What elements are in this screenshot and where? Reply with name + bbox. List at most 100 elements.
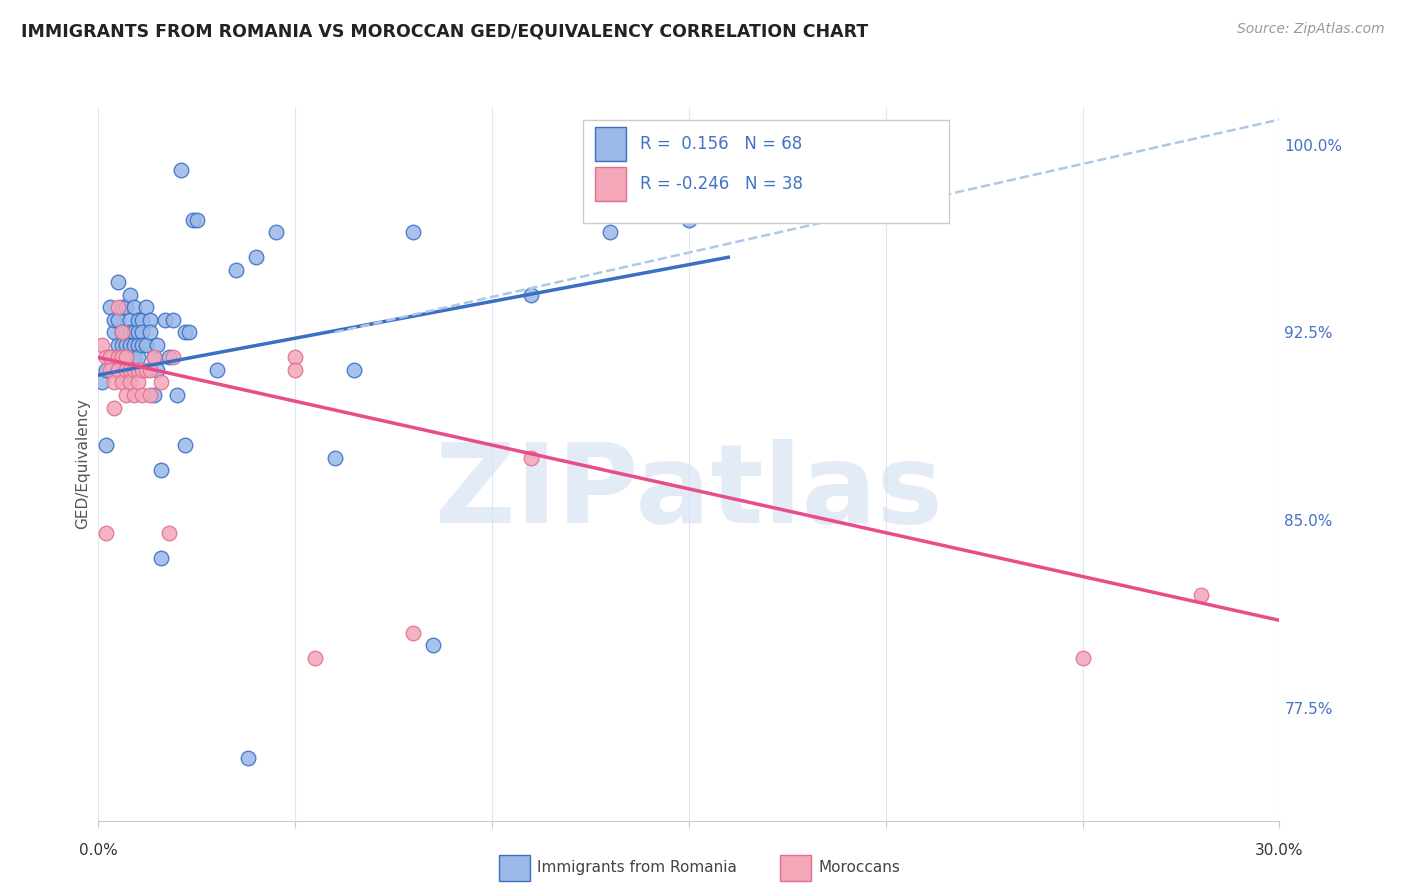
Point xyxy=(127,338,149,352)
Point xyxy=(343,363,366,377)
Point xyxy=(96,525,118,540)
Point xyxy=(122,338,145,352)
Point xyxy=(107,351,129,365)
Point xyxy=(118,376,141,390)
Point xyxy=(245,250,267,264)
Point xyxy=(599,225,621,239)
Point xyxy=(115,351,138,365)
Point xyxy=(118,338,141,352)
Point xyxy=(91,338,114,352)
Point xyxy=(98,363,121,377)
Point xyxy=(96,438,118,452)
Point xyxy=(122,388,145,402)
Point xyxy=(131,363,153,377)
Point xyxy=(103,326,125,340)
Point xyxy=(150,550,173,565)
Point xyxy=(166,388,188,402)
Point xyxy=(96,363,118,377)
Point xyxy=(236,751,259,765)
Point xyxy=(111,338,134,352)
Point xyxy=(138,363,160,377)
Point xyxy=(177,326,200,340)
Point xyxy=(111,351,134,365)
Point xyxy=(122,351,145,365)
Point xyxy=(111,301,134,315)
Point xyxy=(422,639,444,653)
Point xyxy=(146,363,169,377)
Point xyxy=(131,313,153,327)
Point xyxy=(96,351,118,365)
Point xyxy=(111,376,134,390)
Text: Moroccans: Moroccans xyxy=(818,861,900,875)
Point xyxy=(402,225,425,239)
Point xyxy=(131,326,153,340)
Point xyxy=(107,338,129,352)
Text: ZIPatlas: ZIPatlas xyxy=(434,439,943,546)
Point xyxy=(142,351,165,365)
Point xyxy=(98,351,121,365)
Point xyxy=(118,363,141,377)
Point xyxy=(162,351,184,365)
Point xyxy=(118,313,141,327)
Point xyxy=(225,262,247,277)
Point xyxy=(111,326,134,340)
Point xyxy=(122,363,145,377)
Point xyxy=(98,351,121,365)
Point xyxy=(138,388,160,402)
Point xyxy=(103,376,125,390)
Point xyxy=(135,363,157,377)
Point xyxy=(111,326,134,340)
Text: R =  0.156   N = 68: R = 0.156 N = 68 xyxy=(640,135,801,153)
Point xyxy=(162,313,184,327)
Point xyxy=(107,301,129,315)
Point xyxy=(304,651,326,665)
Point xyxy=(174,326,197,340)
Point xyxy=(138,313,160,327)
Point xyxy=(135,338,157,352)
Text: 30.0%: 30.0% xyxy=(1256,843,1303,858)
Point xyxy=(150,376,173,390)
Point xyxy=(91,376,114,390)
Point xyxy=(115,338,138,352)
Text: 0.0%: 0.0% xyxy=(79,843,118,858)
Point xyxy=(146,338,169,352)
Point xyxy=(115,363,138,377)
Point xyxy=(170,162,193,177)
Point xyxy=(127,376,149,390)
Point xyxy=(135,301,157,315)
Text: IMMIGRANTS FROM ROMANIA VS MOROCCAN GED/EQUIVALENCY CORRELATION CHART: IMMIGRANTS FROM ROMANIA VS MOROCCAN GED/… xyxy=(21,22,869,40)
Point xyxy=(142,351,165,365)
Point xyxy=(127,326,149,340)
Point xyxy=(111,351,134,365)
Point xyxy=(107,313,129,327)
Point xyxy=(131,338,153,352)
Point xyxy=(115,301,138,315)
Point xyxy=(111,363,134,377)
Point xyxy=(98,301,121,315)
Point xyxy=(520,288,543,302)
Point xyxy=(402,625,425,640)
Point xyxy=(181,212,204,227)
Point xyxy=(142,388,165,402)
Point xyxy=(127,363,149,377)
Point xyxy=(107,363,129,377)
Point xyxy=(205,363,228,377)
Point xyxy=(520,450,543,465)
Point xyxy=(157,525,180,540)
Point xyxy=(1071,651,1094,665)
Point xyxy=(678,212,700,227)
Point xyxy=(138,326,160,340)
Point xyxy=(107,351,129,365)
Point xyxy=(284,363,307,377)
Point xyxy=(115,326,138,340)
Y-axis label: GED/Equivalency: GED/Equivalency xyxy=(75,399,90,529)
Point xyxy=(103,401,125,415)
Point xyxy=(1189,588,1212,602)
Point xyxy=(127,313,149,327)
Point xyxy=(122,301,145,315)
Point xyxy=(150,463,173,477)
Point xyxy=(103,313,125,327)
Text: Immigrants from Romania: Immigrants from Romania xyxy=(537,861,737,875)
Point xyxy=(284,351,307,365)
Point xyxy=(174,438,197,452)
